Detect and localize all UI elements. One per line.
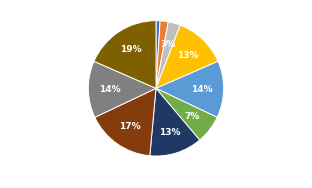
Wedge shape [150, 88, 200, 156]
Text: 14%: 14% [191, 85, 213, 94]
Wedge shape [156, 22, 180, 88]
Wedge shape [94, 21, 156, 88]
Text: 7%: 7% [185, 112, 200, 121]
Wedge shape [95, 88, 156, 156]
Wedge shape [156, 88, 217, 140]
Text: 17%: 17% [119, 122, 140, 131]
Wedge shape [156, 21, 168, 88]
Wedge shape [156, 21, 160, 88]
Text: 14%: 14% [99, 85, 121, 94]
Wedge shape [156, 61, 224, 117]
Text: 19%: 19% [120, 45, 142, 54]
Wedge shape [88, 61, 156, 117]
Wedge shape [156, 25, 218, 88]
Text: 13%: 13% [177, 51, 198, 60]
Text: 3%: 3% [161, 39, 176, 49]
Text: 13%: 13% [159, 128, 181, 137]
